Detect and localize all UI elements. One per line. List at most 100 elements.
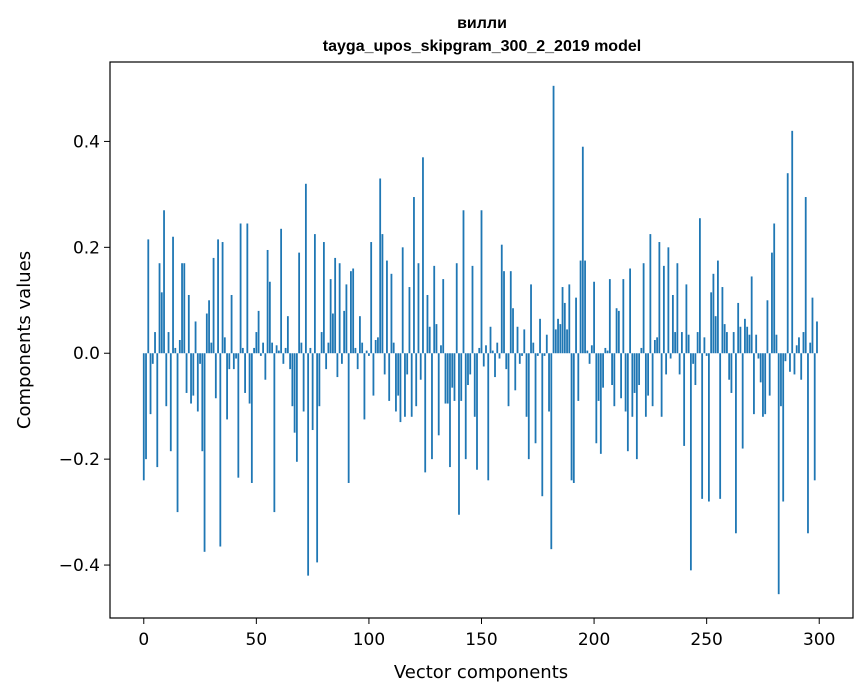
- bar-component-112: [395, 353, 397, 412]
- y-tick-label: 0.4: [73, 132, 100, 152]
- bar-component-221: [640, 347, 643, 354]
- bar-component-278: [768, 353, 771, 396]
- bar-component-196: [584, 260, 586, 354]
- plot-frame: [109, 61, 854, 619]
- bar-component-286: [786, 173, 789, 354]
- bar-component-182: [552, 85, 555, 354]
- x-tick-label: 300: [803, 630, 835, 650]
- bar-component-4: [151, 353, 154, 364]
- bar-component-125: [424, 353, 427, 473]
- bar-component-296: [809, 342, 812, 354]
- bar-component-160: [503, 271, 505, 354]
- bar-component-288: [791, 130, 794, 354]
- bar-component-124: [422, 157, 424, 354]
- bar-component-188: [566, 329, 568, 354]
- bar-component-63: [284, 347, 287, 354]
- bar-component-88: [341, 353, 343, 364]
- bar-component-218: [633, 353, 636, 393]
- bar-component-158: [498, 353, 501, 359]
- bar-component-172: [530, 284, 532, 354]
- bar-component-274: [759, 353, 762, 383]
- bar-component-231: [662, 265, 665, 354]
- bar-component-187: [563, 302, 566, 354]
- bar-component-69: [298, 252, 301, 354]
- bar-component-132: [440, 345, 442, 354]
- bar-component-234: [669, 353, 672, 359]
- bar-component-11: [167, 332, 170, 354]
- bar-component-189: [568, 284, 571, 354]
- bar-component-54: [264, 353, 267, 380]
- bar-component-272: [755, 334, 758, 354]
- bar-component-206: [606, 350, 609, 354]
- bar-component-18: [183, 263, 186, 354]
- bar-component-143: [464, 353, 467, 460]
- bar-component-13: [172, 236, 174, 354]
- bar-component-178: [543, 353, 546, 356]
- bar-component-75: [311, 353, 314, 431]
- bar-component-243: [689, 353, 692, 571]
- bar-component-44: [241, 347, 244, 354]
- bar-component-25: [199, 353, 201, 364]
- chart-subtitle: tayga_upos_skipgram_300_2_2019 model: [323, 38, 641, 55]
- bar-component-275: [762, 353, 764, 417]
- bar-component-52: [259, 353, 262, 356]
- bar-component-97: [361, 342, 364, 354]
- bar-component-298: [813, 353, 816, 481]
- bar-component-42: [237, 353, 240, 478]
- bar-component-264: [737, 302, 740, 354]
- bar-component-285: [784, 353, 787, 362]
- bar-component-265: [739, 326, 742, 354]
- bar-component-198: [588, 353, 591, 364]
- bar-component-256: [719, 353, 722, 499]
- bar-component-89: [343, 310, 346, 354]
- bar-component-175: [536, 353, 539, 356]
- bar-component-7: [158, 263, 161, 354]
- bar-component-74: [309, 347, 312, 354]
- bar-component-176: [539, 318, 541, 354]
- bar-component-56: [268, 281, 271, 354]
- bar-component-79: [320, 332, 323, 354]
- bar-component-115: [401, 247, 404, 354]
- bar-component-77: [316, 353, 319, 563]
- bar-component-292: [800, 353, 803, 380]
- bar-component-121: [415, 353, 418, 407]
- bar-component-219: [635, 353, 638, 460]
- bar-component-53: [262, 342, 264, 354]
- bar-component-39: [230, 294, 233, 354]
- bar-component-149: [478, 347, 481, 354]
- bar-component-224: [647, 353, 650, 396]
- bar-component-299: [816, 321, 818, 354]
- bar-component-181: [550, 353, 553, 550]
- bar-component-59: [275, 345, 278, 354]
- bar-component-163: [509, 271, 512, 354]
- bar-component-146: [471, 265, 474, 354]
- bar-component-102: [372, 353, 375, 396]
- bar-component-223: [644, 353, 647, 417]
- bar-component-273: [757, 353, 760, 359]
- bar-component-174: [534, 353, 537, 444]
- bar-component-194: [579, 260, 582, 354]
- bar-component-116: [404, 353, 406, 417]
- bar-component-150: [480, 210, 483, 354]
- bar-component-260: [728, 353, 731, 380]
- bar-component-34: [219, 353, 222, 547]
- bar-component-3: [149, 353, 152, 415]
- bar-component-48: [250, 353, 253, 483]
- bar-component-170: [525, 353, 528, 417]
- x-tick-label: 100: [353, 630, 385, 650]
- bar-component-197: [586, 350, 589, 354]
- bar-component-151: [482, 353, 485, 367]
- bar-component-108: [386, 260, 388, 354]
- bar-component-247: [699, 218, 701, 354]
- x-tick-label: 250: [690, 630, 722, 650]
- bar-component-93: [352, 268, 355, 354]
- bar-component-23: [194, 321, 197, 354]
- bar-component-173: [532, 342, 535, 354]
- bar-component-137: [451, 353, 454, 388]
- bar-component-217: [631, 353, 634, 417]
- bar-component-84: [332, 313, 334, 354]
- bar-component-259: [726, 332, 728, 354]
- bar-component-232: [665, 353, 668, 375]
- bar-component-140: [458, 353, 460, 515]
- bar-component-60: [277, 350, 280, 354]
